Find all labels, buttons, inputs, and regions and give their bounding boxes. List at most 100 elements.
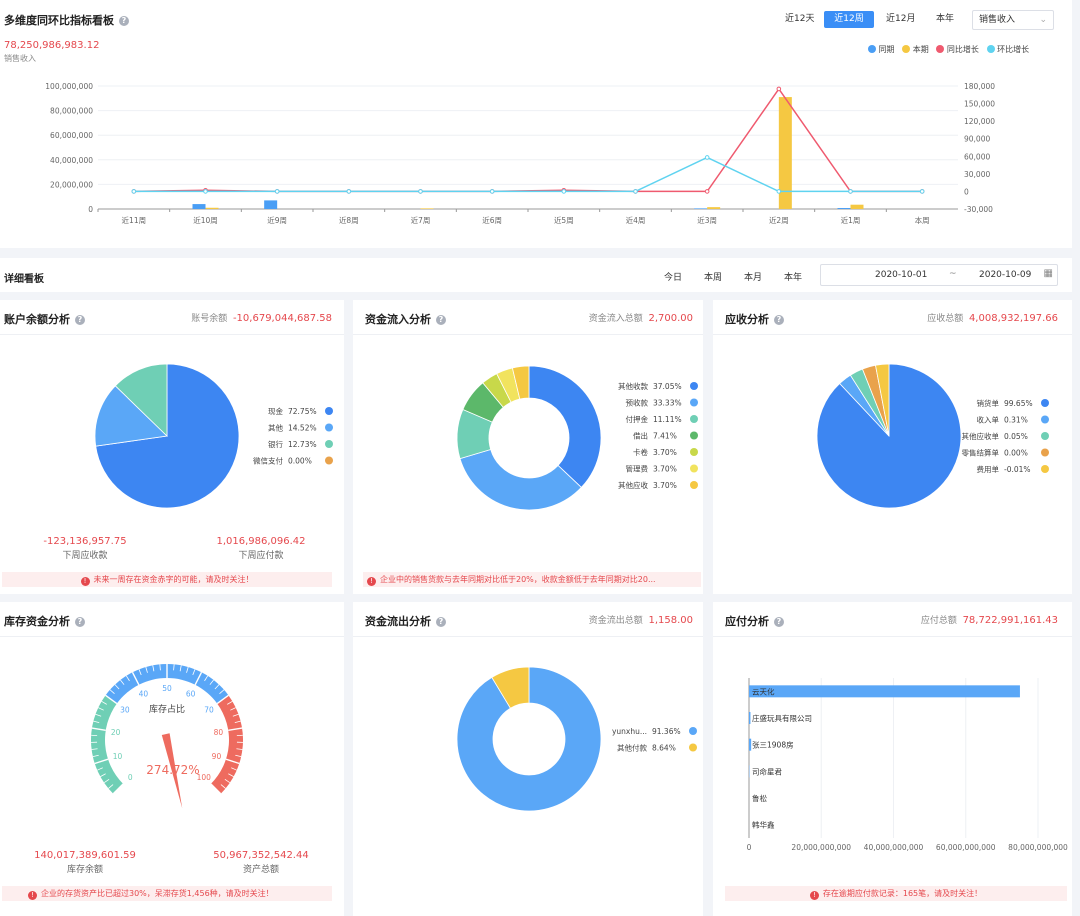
help-icon[interactable]: ? [436,617,446,627]
card-title: 资金流入分析 [365,313,431,326]
range-12days[interactable]: 近12天 [785,14,815,24]
payable-bar [749,685,1020,698]
tab-week[interactable]: 本周 [704,273,723,283]
legend-dot [689,743,697,752]
tab-today[interactable]: 今日 [664,273,683,283]
gauge-tick-label: 20 [111,728,121,737]
gauge-tick [91,748,98,750]
bar-current [778,97,792,209]
gauge-tick [228,727,243,731]
legend-item-yoy[interactable]: 同比增长 [936,45,979,54]
pie-slice [459,448,582,511]
range-12months[interactable]: 近12月 [886,14,916,24]
card-header: 资金流入分析? 资金流入总额 2,700.00 [353,300,703,335]
alert-icon: ! [28,891,37,900]
card-header: 资金流出分析? 资金流出总额 1,158.00 [353,602,703,637]
total-assets-label: 资产总额 [242,865,279,875]
legend-label: 其他 [268,423,283,433]
x-tick-label: 40,000,000,000 [864,843,924,852]
gauge-tick [227,700,233,705]
legend-pct: 11.11% [653,415,682,424]
gauge-tick-label: 10 [113,752,123,761]
date-start[interactable]: 2020-10-01 [875,270,928,280]
help-icon[interactable]: ? [119,16,129,26]
legend-dot [1041,448,1049,457]
calendar-icon[interactable]: ▦ [1043,268,1053,279]
range-12weeks[interactable]: 近12周 [824,11,874,28]
legend-dot [690,415,698,423]
legend-pct: 99.65% [1004,399,1033,408]
legend-label: 同比增长 [946,45,979,54]
gauge-tick-label: 90 [212,752,222,761]
tab-year[interactable]: 本年 [784,273,803,283]
gauge-tick [210,783,222,795]
card-receivable: 应收分析? 应收总额 4,008,932,197.66 销货单 99.65% 收入单… [713,300,1072,594]
metric-select-value: 销售收入 [979,15,1016,25]
gauge-tick [230,707,236,711]
gauge-tick [204,675,209,682]
card-header: 库存资金分析? [0,602,344,637]
top-title-wrap: 多维度同环比指标看板? [4,12,129,28]
next-week-receivable-value: -123,136,957.75 [43,536,127,547]
tab-month[interactable]: 本月 [744,273,763,283]
help-icon[interactable]: ? [75,315,85,325]
gauge-tick [98,707,104,711]
trend-chart: 100,000,000 80,000,000 60,000,000 40,000,00… [45,82,995,225]
x-tick-label: 近2周 [769,215,789,225]
legend-dot [1041,465,1049,473]
gauge-tick-label: 30 [120,705,130,714]
card-title: 应付分析 [725,615,769,628]
payable-bar-label: 韩华鑫 [752,820,775,830]
card-title-wrap: 应付分析? [725,613,784,629]
legend-item-current[interactable]: 本期 [902,45,929,54]
help-icon[interactable]: ? [774,315,784,325]
metric-select[interactable]: 销售收入 ⌄ [972,10,1054,30]
legend-dot [1041,432,1049,440]
gauge-tick-label: 70 [204,705,214,714]
legend-dot [902,45,911,53]
gauge-tick [92,754,99,757]
help-icon[interactable]: ? [436,315,446,325]
gauge-tick-label: 50 [162,684,172,693]
card-title: 应收分析 [725,313,769,326]
legend-label: 收入单 [977,415,1000,425]
gauge-tick [228,773,234,777]
legend-pct: 0.31% [1004,416,1028,425]
legend-pct: 3.70% [653,448,677,457]
y-right-tick-label: 90,000 [964,135,990,144]
legend-item-mom[interactable]: 环比增长 [986,45,1029,54]
x-tick-label: 近8周 [339,215,359,225]
payable-bar-label: 张三1908房 [752,740,794,750]
card-cash-outflow: 资金流出分析? 资金流出总额 1,158.00 yunxhu... 91.36% 其… [353,602,703,916]
legend-label: 银行 [268,439,283,449]
legend-pct: 0.00% [1004,449,1028,458]
date-range-picker[interactable]: 2020-10-01 ~ 2020-10-09 ▦ [820,264,1058,286]
help-icon[interactable]: ? [774,617,784,627]
legend-dot [689,727,697,735]
gauge-band [91,695,124,794]
gauge-tick [216,694,229,705]
inventory-gauge: 0 10 20 30 40 50 60 70 80 90 100 库存占比 274.72% [91,664,243,809]
date-end[interactable]: 2020-10-09 [979,270,1032,280]
legend-pct: 0.00% [288,457,312,466]
inflow-donut-chart: 其他收款 37.05% 预收款 33.33% 付押金 11.11% 借出 7.41% 卡卷 3.7… [456,365,698,511]
range-year[interactable]: 本年 [936,14,955,24]
legend-dot [868,45,876,53]
line-point [346,189,352,194]
bar-prior [694,208,708,209]
help-icon[interactable]: ? [75,617,85,627]
y-right-tick-label: -30,000 [964,205,993,214]
gauge-tick [209,679,214,685]
legend-dot [325,407,333,415]
legend-pct: 91.36% [652,727,681,736]
line-point [776,86,782,92]
legend-item-prior[interactable]: 同期 [868,45,895,54]
gauge-tick [152,665,155,672]
gauge-tick [94,758,109,765]
gauge-tick-label: 80 [214,728,224,737]
legend-pct: 37.05% [653,382,682,391]
x-tick-label: 近9周 [267,215,287,225]
card-total-value: 4,008,932,197.66 [968,313,1058,324]
x-tick-label: 60,000,000,000 [936,843,996,852]
y-right-tick-label: 30,000 [964,170,990,179]
